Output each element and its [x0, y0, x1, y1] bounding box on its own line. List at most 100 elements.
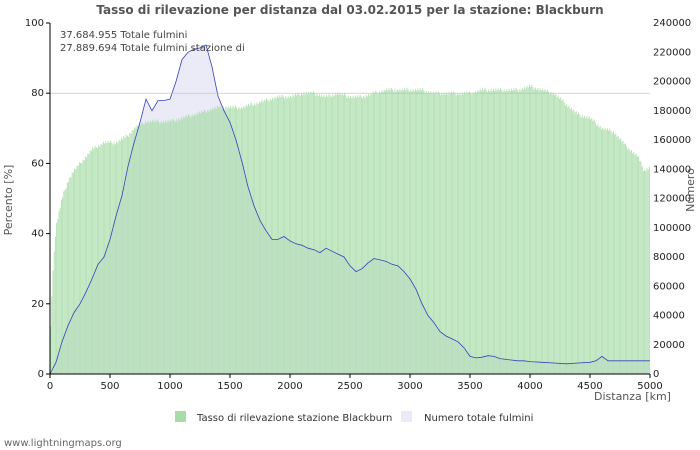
detection-rate-bar	[422, 88, 424, 374]
detection-rate-bar	[220, 107, 222, 375]
detection-rate-bar	[177, 120, 179, 374]
detection-rate-bar	[492, 88, 494, 375]
detection-rate-bar	[196, 112, 198, 374]
detection-rate-bar	[528, 84, 530, 375]
detection-rate-bar	[210, 110, 212, 374]
detection-rate-bar	[190, 117, 192, 374]
detection-rate-bar	[333, 96, 335, 374]
detection-rate-bar	[207, 110, 209, 374]
detection-rate-bar	[597, 124, 599, 374]
detection-rate-bar	[581, 115, 583, 375]
detection-rate-bar	[254, 103, 256, 375]
detection-rate-bar	[358, 97, 360, 374]
detection-rate-bar	[299, 95, 301, 375]
x-tick-label: 5000	[637, 381, 662, 392]
detection-rate-bar	[78, 162, 80, 374]
detection-rate-bar	[272, 97, 274, 375]
detection-rate-bar	[552, 92, 554, 374]
detection-rate-bar	[401, 88, 403, 374]
detection-rate-bar	[184, 117, 186, 374]
detection-rate-bar	[332, 94, 334, 374]
detection-rate-bar	[594, 122, 596, 374]
detection-rate-bar	[104, 143, 106, 374]
detection-rate-bar	[83, 160, 85, 374]
detection-rate-bar	[426, 93, 428, 374]
detection-rate-bar	[280, 97, 282, 374]
detection-rate-bar	[420, 90, 422, 374]
detection-rate-bar	[266, 98, 268, 375]
legend-swatch-total-lightning	[401, 411, 412, 422]
detection-rate-bar	[504, 91, 506, 374]
detection-rate-bar	[638, 156, 640, 374]
detection-rate-bar	[363, 96, 365, 374]
detection-rate-bar	[555, 94, 557, 374]
detection-rate-bar	[108, 142, 110, 374]
detection-rate-bar	[303, 92, 305, 374]
detection-rate-bar	[491, 91, 493, 374]
detection-rate-bar	[243, 105, 245, 375]
detection-rate-bar	[161, 123, 163, 374]
detection-rate-bar	[604, 128, 606, 374]
detection-rate-bar	[558, 98, 560, 374]
detection-rate-bar	[352, 95, 354, 375]
detection-rate-bar	[416, 90, 418, 375]
detection-rate-bar	[525, 88, 527, 374]
detection-rate-bar	[576, 114, 578, 374]
detection-rate-bar	[530, 86, 532, 375]
detection-rate-bar	[536, 89, 538, 375]
detection-rate-bar	[382, 92, 384, 374]
detection-rate-bar	[533, 89, 535, 374]
detection-rate-bar	[158, 121, 160, 375]
detection-rate-bar	[100, 143, 102, 374]
detection-rate-bar	[168, 122, 170, 374]
detection-rate-bar	[336, 92, 338, 374]
plot-area	[49, 44, 650, 375]
detection-rate-bar	[176, 119, 178, 374]
detection-rate-bar	[346, 97, 348, 375]
detection-rate-bar	[514, 90, 516, 374]
footer-link[interactable]: www.lightningmaps.org	[4, 438, 122, 449]
detection-rate-bar	[444, 94, 446, 374]
detection-rate-bar	[122, 139, 124, 374]
detection-rate-bar	[550, 92, 552, 374]
detection-rate-bar	[600, 129, 602, 374]
y-right-tick-label: 100000	[653, 223, 691, 234]
detection-rate-bar	[69, 177, 71, 374]
y-axis-left-label: Percento [%]	[2, 165, 15, 236]
detection-rate-bar	[438, 93, 440, 375]
detection-rate-bar	[507, 91, 509, 374]
detection-rate-bar	[544, 89, 546, 374]
detection-rate-bar	[575, 111, 577, 374]
detection-rate-bar	[598, 127, 600, 375]
detection-rate-bar	[189, 115, 191, 374]
detection-rate-bar	[197, 114, 199, 374]
detection-rate-bar	[574, 112, 576, 375]
detection-rate-bar	[244, 107, 246, 374]
detection-rate-bar	[618, 139, 620, 374]
detection-rate-bar	[459, 92, 461, 374]
detection-rate-bar	[128, 136, 130, 374]
y-axis-right-label: Numero	[684, 168, 697, 212]
detection-rate-bar	[152, 120, 154, 374]
detection-rate-bar	[569, 108, 571, 375]
detection-rate-bar	[543, 91, 545, 374]
detection-rate-bar	[518, 91, 520, 374]
detection-rate-bar	[311, 93, 313, 374]
detection-rate-bar	[81, 163, 83, 374]
detection-rate-bar	[268, 101, 270, 375]
detection-rate-bar	[450, 91, 452, 374]
detection-rate-bar	[94, 145, 96, 374]
detection-rate-bar	[320, 96, 322, 374]
detection-rate-bar	[286, 98, 288, 374]
detection-rate-bar	[627, 149, 629, 374]
detection-rate-bar	[71, 172, 73, 374]
y-right-tick-label: 20000	[653, 340, 685, 351]
detection-rate-bar	[573, 109, 575, 375]
detection-rate-bar	[395, 91, 397, 374]
detection-rate-bar	[377, 94, 379, 374]
detection-rate-bar	[404, 88, 406, 374]
detection-rate-bar	[615, 133, 617, 374]
detection-rate-bar	[54, 236, 56, 374]
detection-rate-bar	[509, 90, 511, 375]
detection-rate-bar	[640, 161, 642, 374]
